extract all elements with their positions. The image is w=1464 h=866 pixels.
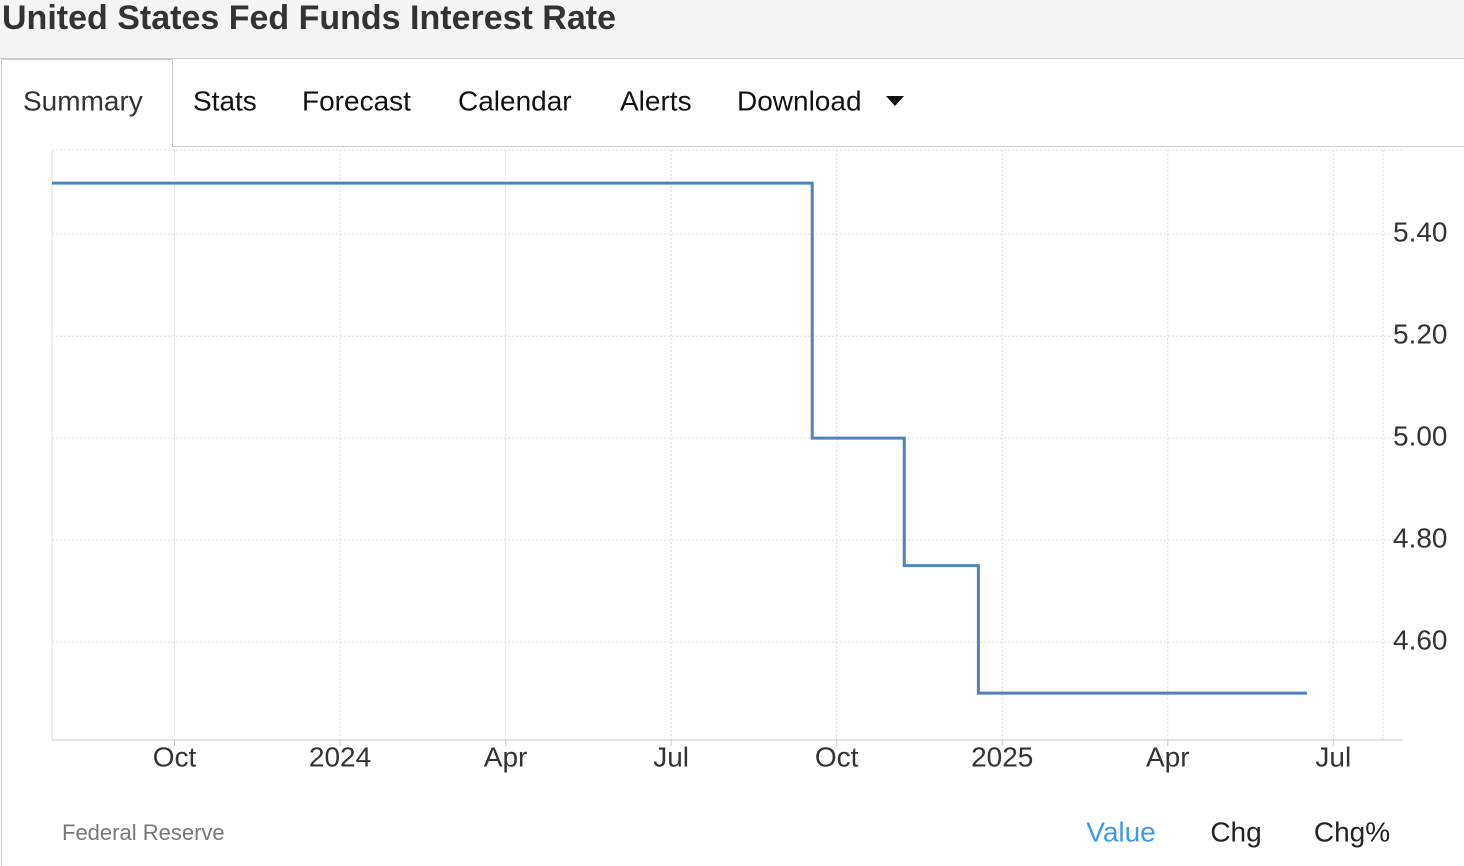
x-tick-label: Jul	[653, 741, 689, 772]
x-tick-label: Oct	[153, 741, 197, 772]
title-bar	[0, 0, 1464, 58]
option[interactable]: Chg	[1210, 816, 1261, 847]
tab[interactable]: Calendar	[458, 85, 572, 116]
y-tick-label: 5.20	[1393, 319, 1448, 350]
y-tick-label: 5.40	[1393, 217, 1448, 248]
footer-options: Value Chg Chg%	[1086, 816, 1390, 847]
tab[interactable]: Summary	[23, 85, 143, 116]
tab-border	[1, 59, 1464, 866]
rate-line	[52, 181, 1307, 695]
source: Federal Reserve	[62, 820, 225, 845]
y-tick-label: 4.60	[1393, 624, 1448, 655]
tab[interactable]: Stats	[193, 85, 257, 116]
x-tick-label: 2025	[971, 741, 1033, 772]
y-tick-label: 4.80	[1393, 522, 1448, 553]
x-tick-label: Jul	[1315, 741, 1351, 772]
option[interactable]: Value	[1086, 816, 1156, 847]
x-tick-label: Oct	[815, 741, 859, 772]
page-title: United States Fed Funds Interest Rate	[2, 0, 616, 37]
tab[interactable]: Forecast	[302, 85, 411, 116]
dropdown-caret	[886, 96, 904, 106]
plot: 4.60 4.80 5.00 5.20 5.40 Oct 2024 Apr Jul Oct 2025…	[51, 149, 1448, 772]
x-tick-label: Apr	[484, 741, 528, 772]
tab[interactable]: Download	[737, 85, 862, 116]
option[interactable]: Chg%	[1314, 816, 1390, 847]
x-tick-label: Apr	[1146, 741, 1190, 772]
y-tick-label: 5.00	[1393, 421, 1448, 452]
x-tick-label: 2024	[309, 741, 371, 772]
tab[interactable]: Alerts	[620, 85, 692, 116]
tab-bar: Summary Stats Forecast Calendar Alerts Downlo…	[23, 85, 862, 116]
